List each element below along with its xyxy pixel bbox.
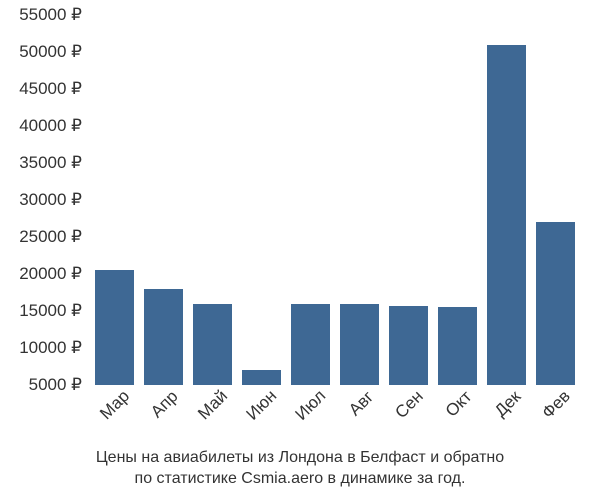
x-tick-label: Июн bbox=[242, 386, 280, 424]
bar bbox=[487, 45, 526, 385]
bar-slot bbox=[531, 15, 580, 385]
y-tick-label: 25000 ₽ bbox=[19, 227, 82, 247]
bar bbox=[536, 222, 575, 385]
bar-slot bbox=[188, 15, 237, 385]
y-tick-label: 5000 ₽ bbox=[29, 375, 82, 395]
bar-slot bbox=[90, 15, 139, 385]
caption-line-2: по статистике Csmia.aero в динамике за г… bbox=[0, 469, 600, 490]
bar bbox=[438, 307, 477, 385]
x-tick-slot: Апр bbox=[139, 385, 188, 445]
bar-slot bbox=[433, 15, 482, 385]
chart-caption: Цены на авиабилеты из Лондона в Белфаст … bbox=[0, 448, 600, 490]
x-tick-slot: Сен bbox=[384, 385, 433, 445]
plot-area bbox=[90, 15, 580, 385]
bar bbox=[193, 304, 232, 385]
price-chart: 5000 ₽ 10000 ₽ 15000 ₽ 20000 ₽ 25000 ₽ 30000 … bbox=[0, 0, 600, 500]
x-tick-slot: Окт bbox=[433, 385, 482, 445]
bar-slot bbox=[286, 15, 335, 385]
bar bbox=[389, 306, 428, 385]
bar bbox=[291, 304, 330, 385]
bar-slot bbox=[482, 15, 531, 385]
x-tick-label: Сен bbox=[391, 387, 427, 423]
x-tick-slot: Июн bbox=[237, 385, 286, 445]
x-axis: Мар Апр Май Июн Июл Авг Сен Окт Дек Фев bbox=[90, 385, 580, 445]
x-tick-label: Авг bbox=[344, 387, 377, 420]
y-tick-label: 55000 ₽ bbox=[19, 5, 82, 25]
x-tick-label: Май bbox=[194, 386, 232, 424]
caption-line-1: Цены на авиабилеты из Лондона в Белфаст … bbox=[0, 448, 600, 469]
y-tick-label: 35000 ₽ bbox=[19, 153, 82, 173]
x-tick-slot: Мар bbox=[90, 385, 139, 445]
bar-slot bbox=[384, 15, 433, 385]
y-tick-label: 50000 ₽ bbox=[19, 42, 82, 62]
bar bbox=[95, 270, 134, 385]
x-tick-slot: Июл bbox=[286, 385, 335, 445]
x-tick-slot: Фев bbox=[531, 385, 580, 445]
x-tick-label: Июл bbox=[291, 386, 330, 425]
y-tick-label: 10000 ₽ bbox=[19, 338, 82, 358]
x-tick-label: Мар bbox=[96, 386, 134, 424]
y-tick-label: 20000 ₽ bbox=[19, 264, 82, 284]
x-tick-label: Фев bbox=[538, 387, 574, 423]
x-tick-label: Апр bbox=[147, 387, 182, 422]
bar-slot bbox=[237, 15, 286, 385]
x-tick-label: Окт bbox=[441, 387, 475, 421]
bar bbox=[242, 370, 281, 385]
bars-container bbox=[90, 15, 580, 385]
bar-slot bbox=[139, 15, 188, 385]
x-tick-slot: Май bbox=[188, 385, 237, 445]
bar-slot bbox=[335, 15, 384, 385]
x-tick-slot: Дек bbox=[482, 385, 531, 445]
x-tick-slot: Авг bbox=[335, 385, 384, 445]
y-axis: 5000 ₽10000 ₽15000 ₽20000 ₽25000 ₽30000 … bbox=[0, 15, 90, 385]
y-tick-label: 30000 ₽ bbox=[19, 190, 82, 210]
x-tick-label: Дек bbox=[490, 387, 524, 421]
y-tick-label: 40000 ₽ bbox=[19, 116, 82, 136]
bar bbox=[144, 289, 183, 385]
y-tick-label: 45000 ₽ bbox=[19, 79, 82, 99]
bar bbox=[340, 304, 379, 385]
y-tick-label: 15000 ₽ bbox=[19, 301, 82, 321]
